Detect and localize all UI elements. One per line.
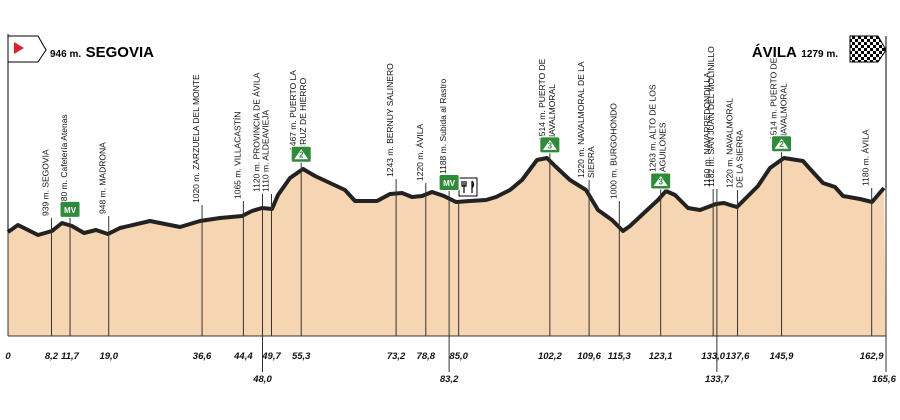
finish-label: ÁVILA 1279 m. xyxy=(752,44,838,62)
km-label: 0 xyxy=(5,351,11,362)
waypoint-label: 948 m. MADRONA xyxy=(98,142,108,214)
meta-volante-marker: MV xyxy=(438,174,460,192)
waypoint-label: 1000 m. BURGOHONDO xyxy=(608,103,618,199)
waypoint-label: 1065 m. VILLACASTÍN xyxy=(232,112,242,199)
km-label: 85,0 xyxy=(449,351,468,362)
waypoint-label: 1120 m. PROVINCIA DE ÁVILA xyxy=(251,72,261,192)
marker-label: 3 xyxy=(658,177,663,186)
marker-label: 2 xyxy=(299,151,304,160)
km-axis-layer: 0 8,2 11,7 19,0 36,6 44,4 48,0 49,7 55,3 73,2 78,… xyxy=(5,351,896,385)
waypoint-label: 1020 m. ZARZUELA DEL MONTE xyxy=(191,74,201,203)
km-label: 19,0 xyxy=(99,351,118,362)
feed-zone-icon xyxy=(458,177,478,197)
climb-category-marker: 3 xyxy=(650,172,672,190)
waypoint-label: 1220 m. NAVALMORAL xyxy=(725,98,735,188)
marker-label: 2 xyxy=(779,140,784,149)
waypoint-label-line2: DE LA SIERRA xyxy=(735,130,745,188)
climb-category-marker: 2 xyxy=(290,145,312,163)
km-label: 102,2 xyxy=(538,351,562,362)
km-label: 49,7 xyxy=(261,351,281,362)
km-label: 73,2 xyxy=(387,351,406,362)
start-town: SEGOVIA xyxy=(85,44,154,61)
waypoint-label: 1110 m. ALDEAVIEJA xyxy=(261,109,271,192)
start-altitude: 946 m. xyxy=(50,49,82,60)
finish-flag-icon xyxy=(849,35,887,188)
waypoint-label: 1220 m. ÁVILA xyxy=(415,123,425,181)
waypoint-label: 1182 m. SAN JUAN DEL MOLINILLO xyxy=(706,46,716,187)
km-label: 109,6 xyxy=(577,351,601,362)
waypoint-label: 1188 m. Subida al Rastro xyxy=(438,78,448,174)
waypoint-label: 1243 m. BERNUY SALINERO xyxy=(385,63,395,177)
finish-town: ÁVILA xyxy=(751,44,797,61)
waypoint-label: 1180 m. ÁVILA xyxy=(861,129,871,186)
waypoint-label-line2: NAVALMORAL xyxy=(547,84,557,141)
km-label: 133,7 xyxy=(705,374,729,385)
km-label: 11,7 xyxy=(61,351,80,362)
waypoint-label: 1514 m. PUERTO DE xyxy=(769,57,779,140)
waypoint-label-line2: CRUZ DE HIERRO xyxy=(298,77,308,151)
waypoint-layer: 939 m. SEGOVIA 980 m. Cafetería Atenas 948… xyxy=(40,46,887,372)
km-label: 133,0 xyxy=(701,351,725,362)
km-label: 78,8 xyxy=(417,351,436,362)
waypoint-label: 1160 m. NAVARREDONDILLA xyxy=(702,72,712,187)
km-label: 55,3 xyxy=(292,351,311,362)
marker-label: MV xyxy=(64,206,77,215)
waypoint-label: 1467 m. PUERTO LA xyxy=(288,70,298,151)
km-label: 36,6 xyxy=(193,351,212,362)
climb-category-marker: 2 xyxy=(771,135,793,153)
km-label: 162,9 xyxy=(860,351,884,362)
climb-category-marker: 3 xyxy=(539,136,561,154)
km-label: 83,2 xyxy=(440,374,459,385)
waypoint-label-line2: SIERRA xyxy=(586,146,596,178)
elevation-line xyxy=(6,156,886,237)
elevation-area xyxy=(8,158,886,336)
km-label: 145,9 xyxy=(770,351,794,362)
waypoint-label: 980 m. Cafetería Atenas xyxy=(59,114,69,206)
km-label: 44,4 xyxy=(233,351,253,362)
marker-label: 3 xyxy=(548,141,553,150)
start-label: 946 m. SEGOVIA xyxy=(50,44,154,62)
km-label: 123,1 xyxy=(649,351,673,362)
finish-altitude: 1279 m. xyxy=(801,49,838,60)
km-label: 115,3 xyxy=(608,351,632,362)
waypoint-label: 1220 m. NAVALMORAL DE LA xyxy=(576,61,586,178)
km-label: 48,0 xyxy=(252,374,272,385)
marker-label: MV xyxy=(443,179,456,188)
climb-marker-layer: MV 2 MV 3 3 2 xyxy=(59,135,793,218)
waypoint-label: 939 m. SEGOVIA xyxy=(40,149,50,216)
km-label: 137,6 xyxy=(726,351,750,362)
km-label: 165,6 xyxy=(872,374,896,385)
waypoint-label-line2: NAVALMORAL xyxy=(779,83,789,140)
km-label: 8,2 xyxy=(45,351,59,362)
waypoint-label: 1263 m. ALTO DE LOS xyxy=(648,84,658,172)
waypoint-label-line2: AGUILONES xyxy=(658,122,668,172)
waypoint-label: 1514 m. PUERTO DE xyxy=(537,58,547,141)
meta-volante-marker: MV xyxy=(59,200,81,218)
start-flag-icon xyxy=(7,34,47,232)
